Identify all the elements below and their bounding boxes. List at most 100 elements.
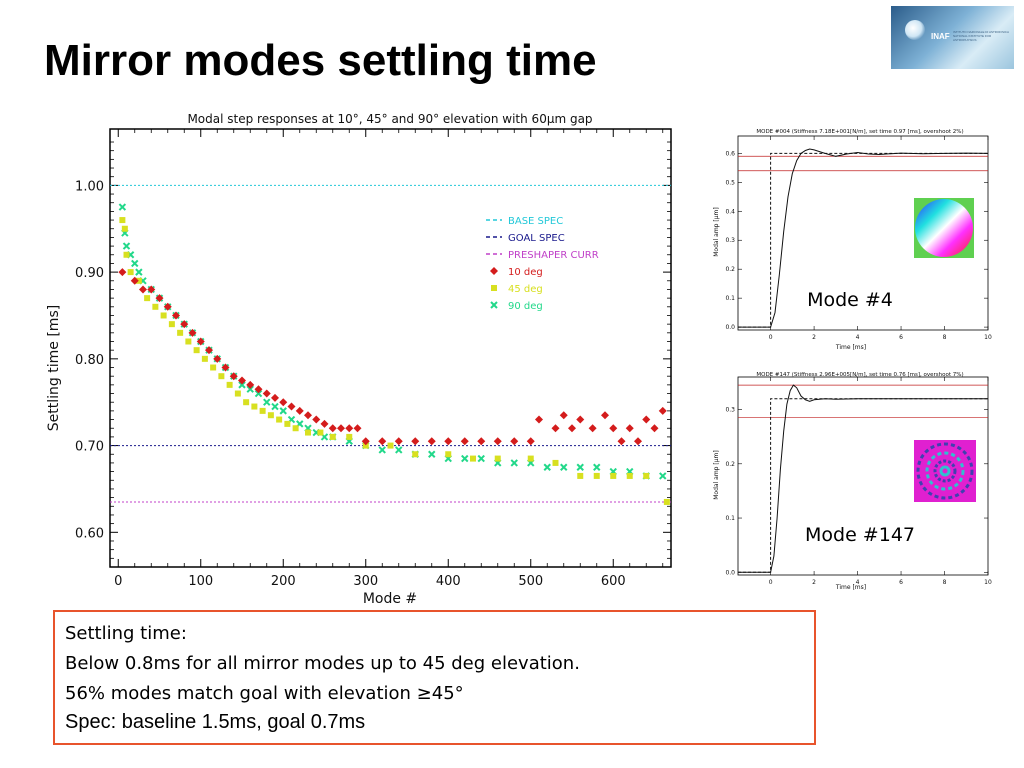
ring-inner xyxy=(933,459,957,483)
x-tick-label: 2 xyxy=(812,579,816,586)
data-point-45deg xyxy=(643,472,650,479)
y-tick-label: 1.00 xyxy=(75,179,104,194)
data-point-10deg xyxy=(650,424,659,433)
data-point-90deg xyxy=(395,446,403,454)
y-axis-label: Settling time [ms] xyxy=(46,305,62,431)
data-point-45deg xyxy=(552,459,559,466)
x-tick-label: 500 xyxy=(518,574,543,589)
y-tick-label: 0.0 xyxy=(725,569,735,576)
data-point-45deg xyxy=(121,225,128,232)
mode4-axis-ticks: 0 2 4 6 8 10 0.0 0.1 0.2 0.3 0.4 0.5 0.6 xyxy=(725,136,992,341)
x-axis-label: Mode # xyxy=(363,591,417,607)
legend-series-label: 10 deg xyxy=(508,267,543,278)
legend-series-label: 45 deg xyxy=(508,284,543,295)
data-point-90deg xyxy=(576,463,584,471)
mode147-shape-image xyxy=(914,440,976,502)
data-point-45deg xyxy=(387,442,394,449)
data-point-10deg xyxy=(139,285,147,294)
data-point-45deg xyxy=(445,451,452,458)
data-point-45deg xyxy=(243,399,250,406)
data-point-10deg xyxy=(304,411,312,420)
y-tick-label: 0.5 xyxy=(725,179,735,186)
mode147-shape-rings xyxy=(916,442,974,500)
mode147-y-axis-label: Modal amp [μm] xyxy=(713,450,720,500)
data-point-90deg xyxy=(279,407,287,415)
data-point-10deg xyxy=(601,411,609,420)
data-point-45deg xyxy=(135,277,142,284)
data-point-90deg xyxy=(131,259,139,268)
data-point-45deg xyxy=(185,338,192,345)
data-point-45deg xyxy=(593,472,600,479)
x-tick-label: 2 xyxy=(812,334,816,341)
chart-title: Modal step responses at 10°, 45° and 90°… xyxy=(187,112,592,126)
data-point-90deg xyxy=(510,459,518,467)
data-point-45deg xyxy=(144,295,151,302)
data-point-10deg xyxy=(188,328,197,337)
data-point-10deg xyxy=(625,424,634,433)
data-point-10deg xyxy=(163,302,172,311)
data-point-10deg xyxy=(287,402,296,411)
mode147-label: Mode #147 xyxy=(805,524,915,546)
data-point-10deg xyxy=(460,437,469,446)
mode4-label: Mode #4 xyxy=(807,289,893,311)
y-tick-label: 0.2 xyxy=(725,461,735,468)
data-point-90deg xyxy=(560,463,568,471)
slide-title: Mirror modes settling time xyxy=(44,36,597,85)
data-point-10deg xyxy=(394,437,403,446)
mode4-shape-disk xyxy=(915,199,973,257)
data-point-10deg xyxy=(196,337,205,346)
legend: BASE SPEC GOAL SPEC PRESHAPER CURR 10 deg 45… xyxy=(486,216,599,312)
data-point-10deg xyxy=(559,411,568,420)
data-point-10deg xyxy=(180,320,189,329)
data-point-45deg xyxy=(226,381,233,388)
series-45-deg xyxy=(119,217,670,505)
plot-frame xyxy=(109,128,672,568)
mode147-axis-ticks: 0 2 4 6 8 10 0.0 0.1 0.2 0.3 xyxy=(725,377,992,586)
mode147-curves xyxy=(738,384,988,573)
data-point-10deg xyxy=(320,419,329,428)
data-point-90deg xyxy=(378,446,386,454)
data-point-45deg xyxy=(259,407,266,414)
y-tick-label: 0.3 xyxy=(725,237,735,244)
data-point-90deg xyxy=(490,301,498,309)
data-point-10deg xyxy=(312,415,321,424)
data-point-10deg xyxy=(229,372,238,381)
data-point-10deg xyxy=(510,437,519,446)
x-tick-label: 10 xyxy=(984,579,992,586)
data-point-45deg xyxy=(160,312,167,319)
data-point-10deg xyxy=(238,376,246,385)
data-point-10deg xyxy=(262,389,271,398)
data-point-45deg xyxy=(346,433,353,440)
mode4-curves xyxy=(738,148,989,328)
mode4-plot-frame xyxy=(737,135,989,331)
mode147-chart-title: MODE #147 (Stiffness 2.96E+005[N/m], set… xyxy=(756,372,963,378)
data-point-90deg xyxy=(659,472,667,480)
data-point-90deg xyxy=(477,454,485,463)
data-point-10deg xyxy=(477,437,486,446)
y-tick-label: 0.6 xyxy=(725,150,735,157)
x-tick-label: 0 xyxy=(769,334,773,341)
x-tick-label: 200 xyxy=(271,574,296,589)
legend-line-label: BASE SPEC xyxy=(508,216,563,227)
data-point-45deg xyxy=(276,416,283,423)
data-point-90deg xyxy=(238,381,246,389)
data-point-10deg xyxy=(444,437,453,446)
data-point-45deg xyxy=(251,403,258,410)
data-point-45deg xyxy=(362,442,369,449)
y-tick-label: 0.80 xyxy=(75,353,104,368)
legend-line-label: PRESHAPER CURR xyxy=(508,250,599,261)
data-point-45deg xyxy=(210,364,217,371)
data-point-10deg xyxy=(213,354,222,363)
data-point-10deg xyxy=(205,346,213,355)
data-point-45deg xyxy=(234,390,241,397)
y-tick-label: 0.4 xyxy=(725,208,735,215)
data-point-45deg xyxy=(494,455,501,462)
data-point-45deg xyxy=(470,455,476,462)
data-point-45deg xyxy=(412,451,419,458)
data-point-10deg xyxy=(118,268,127,277)
x-tick-label: 8 xyxy=(943,334,947,341)
data-point-90deg xyxy=(263,398,271,406)
data-point-90deg xyxy=(122,242,131,250)
data-point-90deg xyxy=(428,450,436,458)
data-point-90deg xyxy=(271,402,279,411)
